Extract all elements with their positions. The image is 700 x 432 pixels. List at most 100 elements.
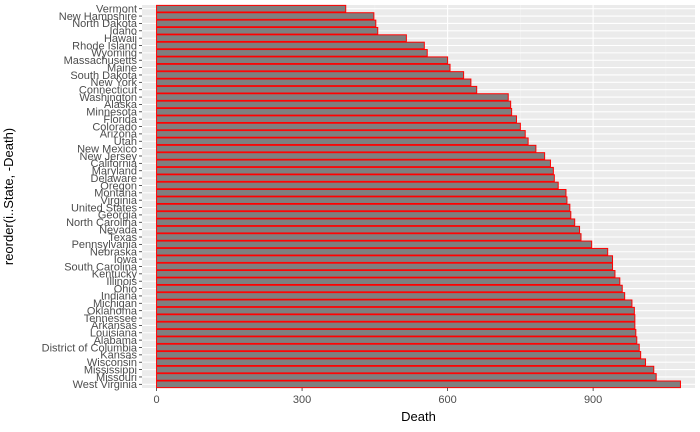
bar [156,19,377,28]
y-tick-label: Illinois [106,276,137,288]
bar [156,373,657,381]
bar [156,225,581,234]
bar [156,107,513,116]
bar [156,12,375,20]
bar [156,159,551,168]
bar [156,314,636,322]
bar [156,270,616,278]
y-tick-label: Oregon [100,180,137,192]
bar [156,358,647,367]
bar [156,196,568,204]
y-tick-label: Rhode Island [72,40,137,52]
bar [156,189,567,197]
y-tick-label: Michigan [93,298,137,310]
bar [156,365,655,374]
y-tick-label: Massachusetts [64,55,138,67]
y-tick-label: New Hampshire [59,11,137,23]
y-tick-label: Montana [94,188,138,200]
y-tick-label: North Dakota [72,18,138,30]
y-tick-label: Louisiana [90,328,138,340]
bar [156,49,428,57]
bar [156,255,614,263]
y-tick-label: Iowa [114,254,138,266]
bar [156,130,526,138]
y-tick-label: Vermont [96,3,137,15]
bar [156,343,640,352]
y-tick-label: Arkansas [91,320,137,332]
y-tick-label: District of Columbia [42,342,138,354]
y-axis-title: reorder(i..State, -Death) [1,128,16,265]
x-axis: 0 300 600 900 [153,388,602,406]
bar [156,166,554,175]
y-tick-label: Missouri [96,372,137,384]
bar [156,71,465,79]
y-tick-label: Delaware [91,173,137,185]
bar [156,137,529,146]
y-tick-label: Minnesota [86,107,138,119]
bar [156,380,681,389]
y-tick-label: Hawaii [104,33,137,45]
y-tick-label: Oklahoma [87,305,138,317]
bar [156,63,451,72]
y-tick-label: United States [71,202,138,214]
bar [156,56,449,65]
bar [156,122,521,131]
y-tick-label: Maine [107,62,137,74]
bar [156,93,509,101]
y-tick-label: Tennessee [84,313,137,325]
bar [156,100,512,109]
y-tick-label: Virginia [101,195,138,207]
y-tick-label: South Dakota [70,70,138,82]
y-tick-label: North Carolina [66,217,138,229]
y-tick-label: Arizona [100,129,138,141]
bar [156,152,546,160]
y-tick-label: Georgia [98,210,138,222]
bar [156,78,472,87]
y-tick-label: West Virginia [73,379,138,391]
bar [156,144,537,153]
y-tick-label: Alaska [104,99,138,111]
bar [156,181,559,190]
y-tick-label: Mississippi [84,364,137,376]
bar [156,85,478,94]
y-tick-label: Nebraska [90,247,138,259]
y-tick-label: Florida [103,114,138,126]
bar [156,306,635,315]
y-tick-label: New York [91,77,138,89]
y-tick-label: Indiana [101,291,138,303]
y-tick-label: Maryland [92,166,137,178]
y-tick-label: Ohio [114,283,137,295]
bar [156,351,642,359]
bar [156,277,621,286]
x-tick-label: 900 [584,394,602,406]
y-tick-label: Kansas [100,350,137,362]
bar [156,115,517,123]
y-tick-label: Texas [108,232,137,244]
y-tick-label: South Carolina [64,261,138,273]
y-tick-label: Washington [79,92,137,104]
x-tick-label: 300 [293,394,311,406]
y-tick-label: Wisconsin [87,357,137,369]
bar [156,284,623,293]
y-tick-label: New Jersey [80,151,138,163]
y-tick-label: Alabama [94,335,138,347]
bar [156,211,572,219]
bar [156,34,407,42]
y-tick-label: New Mexico [77,143,137,155]
bar [156,299,633,308]
bar [156,26,379,35]
bar [156,41,425,50]
y-tick-label: Connecticut [79,85,137,97]
bar [156,247,609,256]
bar [156,203,571,212]
y-tick-label: Idaho [109,26,137,38]
bar [156,292,626,300]
bar [156,240,593,249]
bars [156,4,681,389]
x-tick-label: 0 [153,394,159,406]
bar [156,321,636,330]
bar [156,328,637,337]
